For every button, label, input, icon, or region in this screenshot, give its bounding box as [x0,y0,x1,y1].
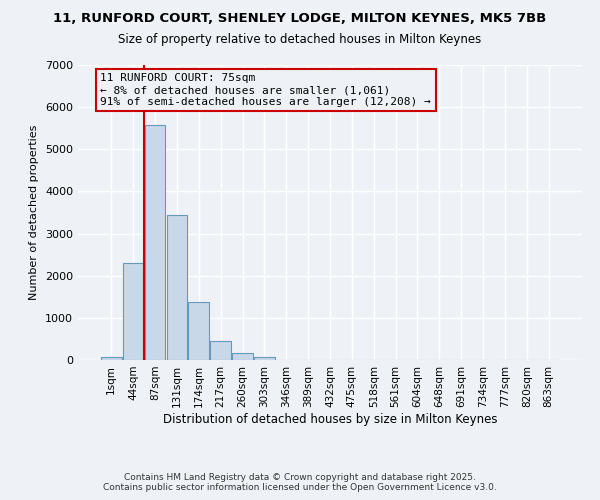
Y-axis label: Number of detached properties: Number of detached properties [29,125,40,300]
Text: 11, RUNFORD COURT, SHENLEY LODGE, MILTON KEYNES, MK5 7BB: 11, RUNFORD COURT, SHENLEY LODGE, MILTON… [53,12,547,26]
Text: 11 RUNFORD COURT: 75sqm
← 8% of detached houses are smaller (1,061)
91% of semi-: 11 RUNFORD COURT: 75sqm ← 8% of detached… [100,74,431,106]
Bar [210,340,231,360]
X-axis label: Distribution of detached houses by size in Milton Keynes: Distribution of detached houses by size … [163,412,497,426]
Text: Size of property relative to detached houses in Milton Keynes: Size of property relative to detached ho… [118,32,482,46]
Bar [254,358,275,360]
Bar [123,263,143,360]
Bar [167,214,187,360]
Bar [101,357,122,360]
Bar [232,352,253,360]
Bar [188,302,209,360]
Text: Contains HM Land Registry data © Crown copyright and database right 2025.
Contai: Contains HM Land Registry data © Crown c… [103,473,497,492]
Bar [145,125,166,360]
